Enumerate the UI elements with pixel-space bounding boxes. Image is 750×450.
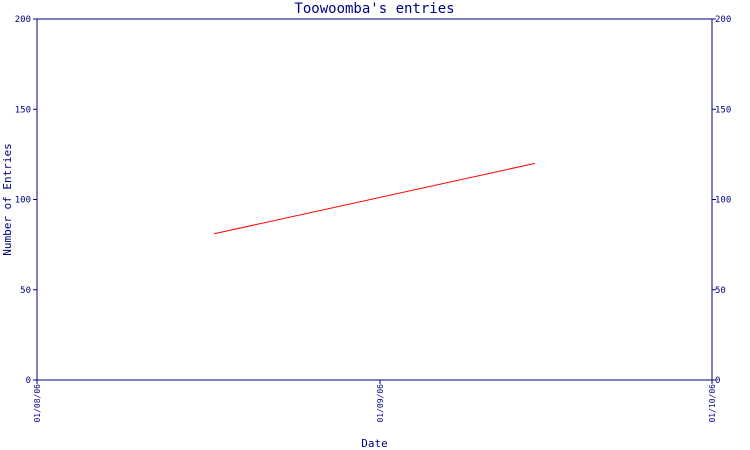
y-axis-right: 0 50 100 150 200 xyxy=(712,15,731,386)
x-axis: 01/08/06 01/09/06 01/10/06 xyxy=(33,380,717,423)
y-tick-label-right: 0 xyxy=(715,376,720,386)
y-tick-label-right: 200 xyxy=(715,15,731,25)
x-tick-label: 01/09/06 xyxy=(376,384,385,423)
plot-area xyxy=(36,18,713,381)
x-tick-label: 01/08/06 xyxy=(33,384,42,423)
x-axis-label: Date xyxy=(361,437,388,450)
series-group xyxy=(213,162,536,235)
y-tick-label-right: 50 xyxy=(715,286,726,296)
y-axis-left: 0 50 100 150 200 xyxy=(15,15,37,386)
y-tick-label-right: 100 xyxy=(715,196,731,206)
y-tick-label-left: 100 xyxy=(15,196,31,206)
y-tick-label-left: 200 xyxy=(15,15,31,25)
x-tick-label: 01/10/06 xyxy=(708,384,717,423)
y-tick-label-left: 50 xyxy=(20,286,31,296)
y-tick-label-left: 0 xyxy=(26,376,31,386)
chart-title: Toowoomba's entries xyxy=(294,1,454,17)
y-tick-label-left: 150 xyxy=(15,105,31,115)
y-tick-label-right: 150 xyxy=(715,105,731,115)
y-axis-label: Number of Entries xyxy=(1,143,14,256)
series-line xyxy=(213,162,536,235)
